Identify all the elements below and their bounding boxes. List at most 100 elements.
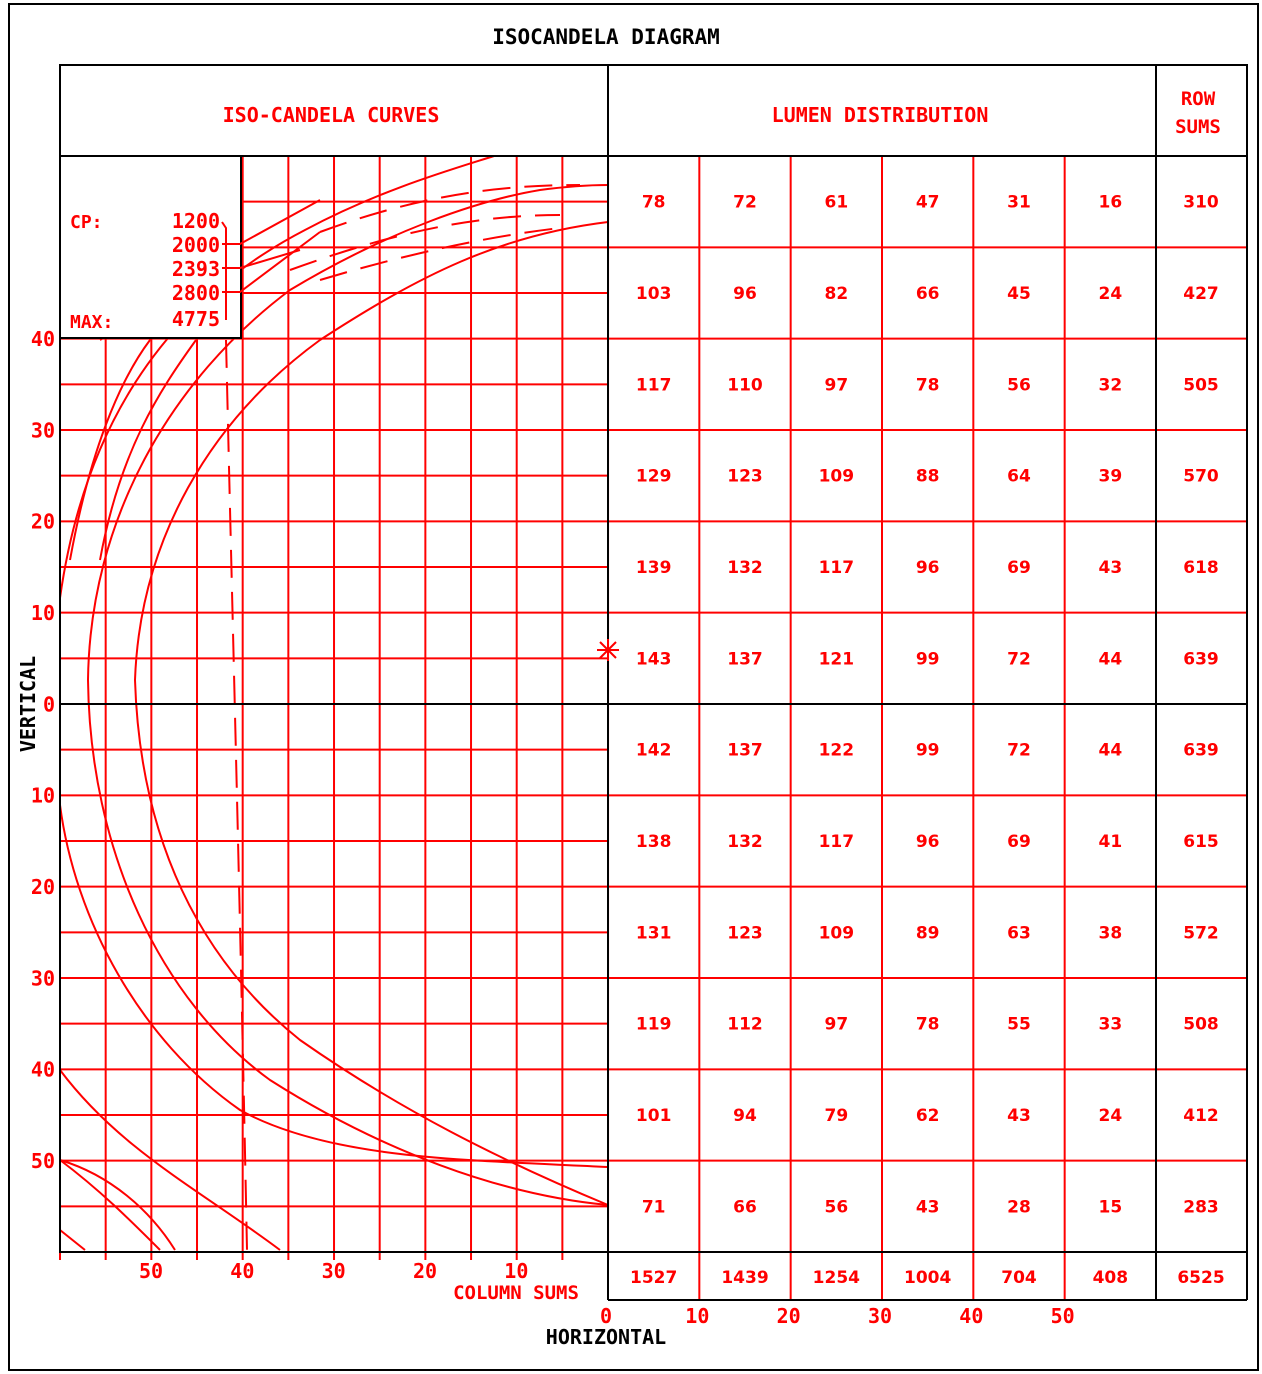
lumen-cell: 64 xyxy=(1007,467,1031,487)
legend-value-3: 2393 xyxy=(172,257,220,281)
curve-2393-lower xyxy=(134,679,609,1206)
lumen-cell: 119 xyxy=(636,1015,672,1035)
lumen-header: LUMEN DISTRIBUTION xyxy=(772,103,989,127)
lumen-cell: 82 xyxy=(824,284,848,304)
horizontal-tick-label: 50 xyxy=(139,1259,163,1283)
dashed-curve-2 xyxy=(289,214,561,271)
legend-value-4: 2800 xyxy=(172,281,220,305)
lumen-cell: 15 xyxy=(1098,1197,1122,1217)
diagram-title: ISOCANDELA DIAGRAM xyxy=(492,25,720,49)
lumen-cell: 117 xyxy=(819,832,855,852)
curve-2800-corner xyxy=(59,1229,86,1251)
lumen-cell: 43 xyxy=(916,1197,940,1217)
lumen-cell: 96 xyxy=(733,284,757,304)
vertical-tick-label: 10 xyxy=(31,601,55,625)
row-sum-cell: 412 xyxy=(1183,1106,1219,1126)
horizontal-tick-label: 20 xyxy=(413,1259,437,1283)
dashed-boundary xyxy=(225,339,248,1251)
lumen-cell: 99 xyxy=(916,649,940,669)
lumen-cell: 69 xyxy=(1007,558,1031,578)
horizontal-tick-label: 10 xyxy=(504,1259,528,1283)
lumen-cell: 56 xyxy=(1007,375,1031,395)
center-marker xyxy=(597,639,619,661)
lumen-cell: 72 xyxy=(1007,649,1031,669)
curve-2800-upper xyxy=(59,1069,281,1251)
lumen-cell: 55 xyxy=(1007,1015,1031,1035)
vertical-tick-label: 10 xyxy=(31,784,55,808)
horizontal-tick-label: 30 xyxy=(322,1259,346,1283)
lumen-cell: 137 xyxy=(727,741,763,761)
vertical-tick-label: 50 xyxy=(31,1149,55,1173)
axis-tick-labels: 40 30 20 10 0 10 20 30 40 50 50 40 30 20 10 0 10 20 30 40 50 xyxy=(31,327,1075,1328)
lumen-cell: 96 xyxy=(916,558,940,578)
lumen-cell: 129 xyxy=(636,467,672,487)
horizontal-tick-label: 40 xyxy=(959,1304,983,1328)
column-sums-label: COLUMN SUMS xyxy=(453,1282,579,1304)
column-sum-cell: 1004 xyxy=(904,1268,951,1288)
horizontal-tick-label: 30 xyxy=(868,1304,892,1328)
lumen-cell: 142 xyxy=(636,741,672,761)
lumen-cell: 143 xyxy=(636,649,672,669)
row-sums-header-2: SUMS xyxy=(1175,116,1221,138)
lumen-cell: 117 xyxy=(819,558,855,578)
lumen-cell: 62 xyxy=(916,1106,940,1126)
horizontal-tick-label: 20 xyxy=(777,1304,801,1328)
curve-a-upper xyxy=(69,339,151,561)
lumen-cell: 101 xyxy=(636,1106,672,1126)
row-sum-cell: 639 xyxy=(1183,649,1219,669)
lumen-cell: 121 xyxy=(819,649,855,669)
curve-2393 xyxy=(134,221,609,681)
legend-cp-label: CP: xyxy=(70,212,103,233)
row-sums-header-1: ROW xyxy=(1181,88,1216,110)
lumen-cell: 78 xyxy=(916,1015,940,1035)
lumen-cell: 94 xyxy=(733,1106,757,1126)
dashed-curve-1 xyxy=(319,184,581,233)
curve-2000-lower xyxy=(87,679,609,1206)
lumen-cell: 109 xyxy=(819,923,855,943)
lumen-cell: 47 xyxy=(916,193,940,213)
lumen-cell: 31 xyxy=(1007,193,1031,213)
lumen-cell: 78 xyxy=(642,193,666,213)
column-sum-cell: 408 xyxy=(1093,1268,1129,1288)
horizontal-axis-label: HORIZONTAL xyxy=(546,1325,666,1349)
lumen-cell: 131 xyxy=(636,923,672,943)
lumen-cell: 103 xyxy=(636,284,672,304)
legend-value-1: 1200 xyxy=(172,209,220,233)
lumen-cell: 132 xyxy=(727,558,763,578)
vertical-tick-label: 40 xyxy=(31,327,55,351)
curve-4775-left xyxy=(59,1159,176,1251)
curve-2000 xyxy=(87,184,609,681)
row-sum-cell: 570 xyxy=(1183,467,1219,487)
lumen-cell: 117 xyxy=(636,375,672,395)
lumen-cell: 45 xyxy=(1007,284,1031,304)
curve-b-upper xyxy=(99,339,197,561)
lumen-cell: 139 xyxy=(636,558,672,578)
lumen-cell: 97 xyxy=(824,1015,848,1035)
curve-1200 xyxy=(59,155,495,599)
lumen-cell: 38 xyxy=(1098,923,1122,943)
legend-leaders xyxy=(221,199,321,320)
vertical-tick-label: 20 xyxy=(31,875,55,899)
row-sum-cell: 572 xyxy=(1183,923,1219,943)
curve-2800-lower xyxy=(59,1159,161,1251)
lumen-cell: 79 xyxy=(824,1106,848,1126)
row-sum-cell: 505 xyxy=(1183,375,1219,395)
lumen-cell: 44 xyxy=(1098,649,1122,669)
lumen-cell: 33 xyxy=(1098,1015,1122,1035)
column-sum-cell: 1254 xyxy=(813,1268,860,1288)
row-sum-cell: 427 xyxy=(1183,284,1219,304)
lumen-cell: 110 xyxy=(727,375,763,395)
lumen-cell: 123 xyxy=(727,467,763,487)
lumen-cell: 71 xyxy=(642,1197,666,1217)
vertical-tick-label: 30 xyxy=(31,966,55,990)
row-sum-cell: 508 xyxy=(1183,1015,1219,1035)
total-sum-cell: 6525 xyxy=(1177,1268,1224,1288)
lumen-cell: 69 xyxy=(1007,832,1031,852)
lumen-cell: 56 xyxy=(824,1197,848,1217)
vertical-tick-label: 20 xyxy=(31,510,55,534)
vertical-tick-label: 30 xyxy=(31,418,55,442)
row-sum-cell: 615 xyxy=(1183,832,1219,852)
lumen-cell: 132 xyxy=(727,832,763,852)
lumen-cell: 137 xyxy=(727,649,763,669)
